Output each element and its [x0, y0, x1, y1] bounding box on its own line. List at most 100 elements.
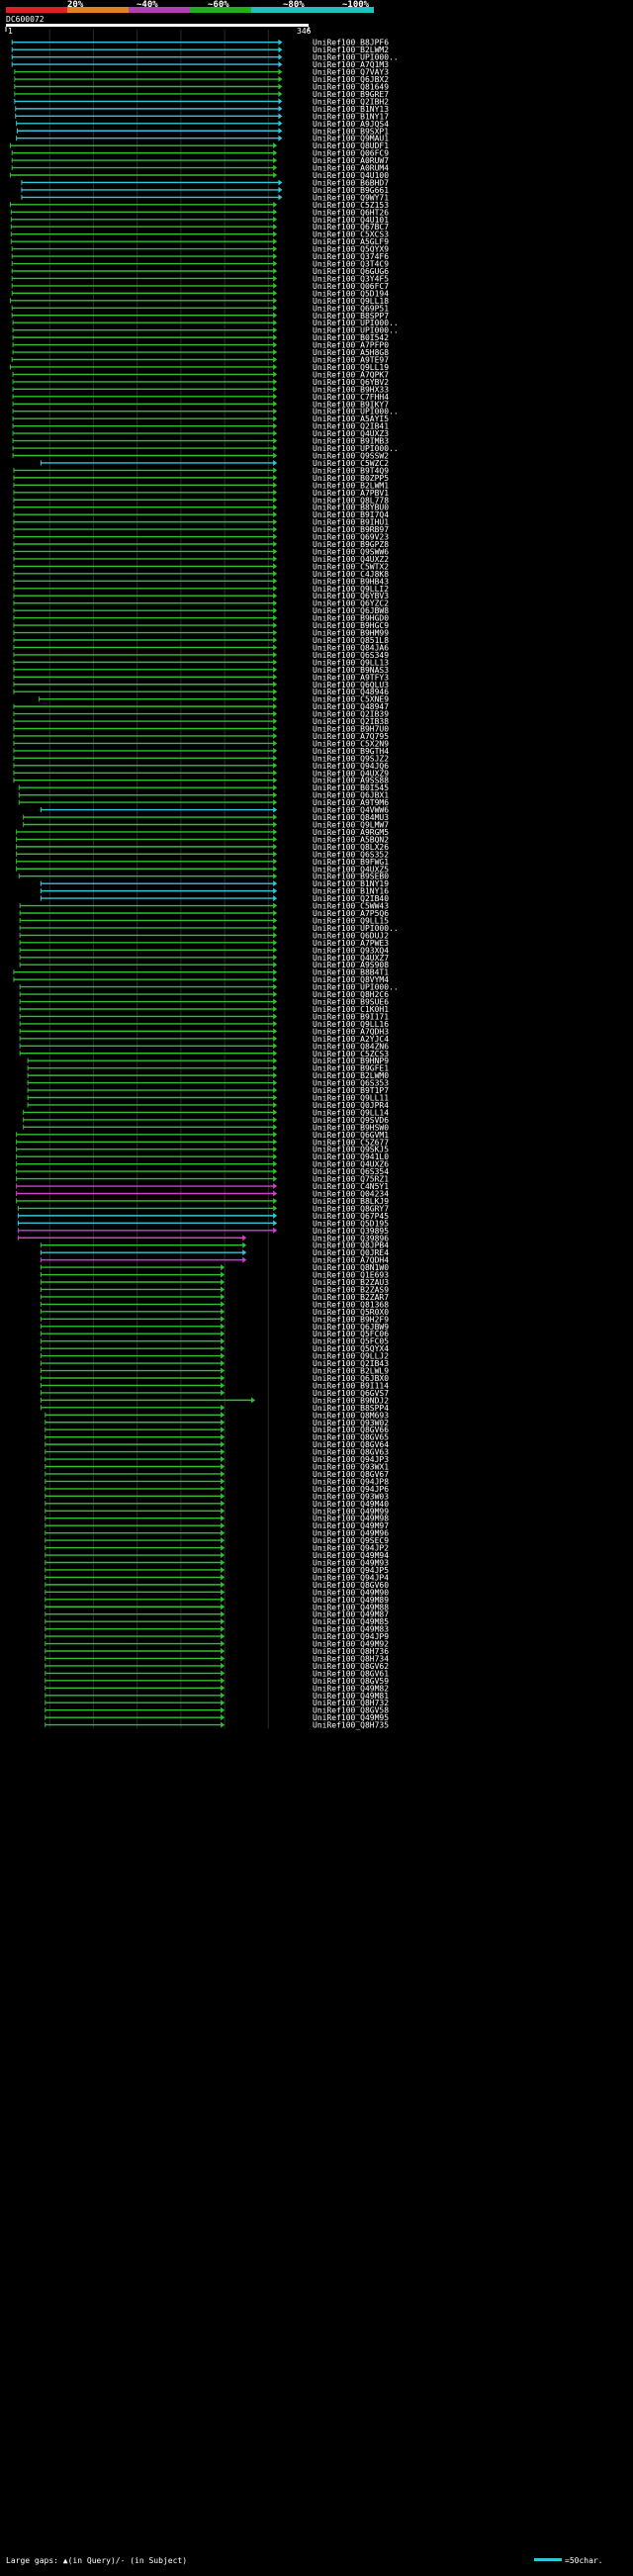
hit-row[interactable]: UniRef100_Q4UXZ2 — [13, 555, 389, 564]
hit-accession[interactable]: UniRef100_Q49M96 — [313, 1529, 389, 1538]
hit-row[interactable]: UniRef100_A9T9M6 — [18, 798, 389, 807]
hit-accession[interactable]: UniRef100_B1NY13 — [313, 105, 389, 114]
hit-accession[interactable]: UniRef100_Q6YZC2 — [313, 599, 389, 608]
hit-row[interactable]: UniRef100_C1K0H1 — [19, 1005, 389, 1014]
hit-accession[interactable]: UniRef100_Q6JBX0 — [313, 1374, 389, 1383]
hit-accession[interactable]: UniRef100_UPI000.. — [313, 983, 399, 992]
hit-accession[interactable]: UniRef100_Q2IB39 — [313, 710, 389, 719]
hit-accession[interactable]: UniRef100_Q9LL11 — [313, 1094, 389, 1103]
hit-row[interactable]: UniRef100_B9HGD0 — [13, 614, 389, 623]
hit-accession[interactable]: UniRef100_C4J8K8 — [313, 570, 389, 579]
hit-row[interactable]: UniRef100_B9SEB0 — [18, 873, 389, 881]
hit-row[interactable]: UniRef100_B2ZAR7 — [40, 1293, 389, 1302]
hit-accession[interactable]: UniRef100_B2LWM2 — [313, 46, 389, 54]
hit-row[interactable]: UniRef100_A5AYI5 — [12, 414, 389, 423]
hit-accession[interactable]: UniRef100_Q8GV61 — [313, 1669, 389, 1678]
hit-accession[interactable]: UniRef100_B9I7Q4 — [313, 510, 389, 519]
hit-row[interactable]: UniRef100_Q48946 — [13, 688, 389, 696]
hit-row[interactable]: UniRef100_A9RGM5 — [16, 828, 390, 837]
hit-accession[interactable]: UniRef100_UPI000.. — [313, 319, 399, 327]
hit-accession[interactable]: UniRef100_Q94JP8 — [313, 1477, 389, 1486]
hit-row[interactable]: UniRef100_Q49M98 — [45, 1515, 389, 1523]
hit-row[interactable]: UniRef100_Q9SEC9 — [45, 1536, 389, 1545]
hit-row[interactable]: UniRef100_C5WTX2 — [13, 562, 389, 571]
hit-row[interactable]: UniRef100_Q04234 — [16, 1189, 390, 1198]
hit-accession[interactable]: UniRef100_B9SXP1 — [313, 127, 389, 136]
hit-accession[interactable]: UniRef100_UPI000.. — [313, 53, 399, 62]
hit-accession[interactable]: UniRef100_B8YBU0 — [313, 504, 389, 512]
hit-row[interactable]: UniRef100_UPI000.. — [19, 983, 399, 992]
hit-accession[interactable]: UniRef100_A9JQS4 — [313, 120, 389, 129]
hit-accession[interactable]: UniRef100_Q06FC7 — [313, 282, 389, 291]
hit-row[interactable]: UniRef100_Q49M96 — [45, 1529, 389, 1538]
hit-accession[interactable]: UniRef100_C5ZCS3 — [313, 1050, 389, 1058]
hit-row[interactable]: UniRef100_Q9SWW6 — [13, 547, 389, 556]
hit-row[interactable]: UniRef100_Q93W02 — [45, 1419, 389, 1427]
hit-row[interactable]: UniRef100_B2ZAS9 — [40, 1285, 389, 1294]
hit-row[interactable]: UniRef100_Q8H734 — [45, 1654, 389, 1663]
hit-accession[interactable]: UniRef100_Q8GV67 — [313, 1470, 389, 1479]
hit-row[interactable]: UniRef100_A5H8G8 — [12, 348, 389, 357]
hit-accession[interactable]: UniRef100_B9RB97 — [313, 525, 389, 534]
hit-accession[interactable]: UniRef100_A5BQN2 — [313, 835, 389, 844]
hit-row[interactable]: UniRef100_Q6DUJ2 — [19, 931, 389, 940]
hit-row[interactable]: UniRef100_B8LKJ9 — [16, 1197, 390, 1206]
hit-row[interactable]: UniRef100_Q4UXZ7 — [19, 954, 389, 963]
hit-accession[interactable]: UniRef100_Q8H736 — [313, 1647, 389, 1656]
hit-accession[interactable]: UniRef100_Q8GV59 — [313, 1677, 389, 1686]
hit-accession[interactable]: UniRef100_Q2IBH2 — [313, 97, 389, 106]
hit-row[interactable]: UniRef100_Q94JP2 — [45, 1544, 389, 1553]
hit-accession[interactable]: UniRef100_B9I171 — [313, 1012, 389, 1021]
hit-accession[interactable]: UniRef100_B9IKY7 — [313, 400, 389, 409]
hit-accession[interactable]: UniRef100_Q81649 — [313, 82, 389, 91]
hit-row[interactable]: UniRef100_Q49M90 — [45, 1588, 389, 1597]
hit-accession[interactable]: UniRef100_B9GRE7 — [313, 90, 389, 99]
hit-row[interactable]: UniRef100_A2YJC4 — [19, 1035, 389, 1044]
hit-accession[interactable]: UniRef100_Q9SJZ2 — [313, 754, 389, 763]
hit-accession[interactable]: UniRef100_Q6S352 — [313, 850, 389, 859]
hit-row[interactable]: UniRef100_B1NY16 — [40, 887, 389, 896]
hit-row[interactable]: UniRef100_Q6S353 — [27, 1079, 389, 1088]
hit-row[interactable]: UniRef100_Q69P51 — [11, 304, 389, 313]
hit-row[interactable]: UniRef100_C5WW43 — [19, 902, 389, 911]
hit-row[interactable]: UniRef100_Q67P45 — [17, 1212, 389, 1221]
hit-accession[interactable]: UniRef100_Q8H732 — [313, 1699, 389, 1707]
hit-accession[interactable]: UniRef100_Q49M94 — [313, 1551, 389, 1560]
hit-row[interactable]: UniRef100_C5XNE9 — [39, 695, 390, 704]
hit-row[interactable]: UniRef100_Q5D195 — [17, 1219, 389, 1228]
hit-accession[interactable]: UniRef100_Q9MAU1 — [313, 135, 389, 143]
hit-accession[interactable]: UniRef100_Q5FC06 — [313, 1330, 389, 1338]
hit-row[interactable]: UniRef100_B9GFE1 — [27, 1064, 389, 1073]
hit-accession[interactable]: UniRef100_A7QDH3 — [313, 1027, 389, 1036]
hit-accession[interactable]: UniRef100_B9HGD0 — [313, 614, 389, 623]
hit-accession[interactable]: UniRef100_Q941L0 — [313, 1152, 389, 1161]
hit-row[interactable]: UniRef100_B2LWM0 — [27, 1071, 389, 1080]
hit-accession[interactable]: UniRef100_Q9LL14 — [313, 1108, 389, 1117]
hit-row[interactable]: UniRef100_Q8GV59 — [45, 1677, 389, 1686]
hit-row[interactable]: UniRef100_Q2IB40 — [40, 894, 389, 903]
hit-accession[interactable]: UniRef100_A9T9M6 — [313, 798, 389, 807]
hit-row[interactable]: UniRef100_Q3T4C9 — [11, 260, 389, 269]
hit-row[interactable]: UniRef100_Q6GUG6 — [11, 267, 389, 276]
hit-row[interactable]: UniRef100_Q49M40 — [45, 1500, 389, 1509]
hit-row[interactable]: UniRef100_Q6JBX2 — [14, 75, 389, 84]
hit-row[interactable]: UniRef100_Q5FC05 — [40, 1337, 389, 1346]
hit-accession[interactable]: UniRef100_Q49M85 — [313, 1617, 389, 1626]
hit-row[interactable]: UniRef100_B0I545 — [18, 783, 389, 792]
hit-accession[interactable]: UniRef100_Q5D194 — [313, 289, 389, 298]
hit-accession[interactable]: UniRef100_Q6YBV2 — [313, 378, 389, 387]
hit-accession[interactable]: UniRef100_Q4UXZ5 — [313, 865, 389, 874]
hit-row[interactable]: UniRef100_Q6JBW8 — [13, 606, 389, 615]
hit-accession[interactable]: UniRef100_C5XNE9 — [313, 695, 389, 704]
hit-row[interactable]: UniRef100_Q8H736 — [45, 1647, 389, 1656]
hit-accession[interactable]: UniRef100_Q49M87 — [313, 1610, 389, 1619]
hit-row[interactable]: UniRef100_A9JQS4 — [16, 120, 390, 129]
hit-row[interactable]: UniRef100_A7QDH3 — [19, 1027, 389, 1036]
hit-accession[interactable]: UniRef100_Q0JRE4 — [313, 1248, 389, 1257]
hit-row[interactable]: UniRef100_Q81368 — [40, 1300, 389, 1309]
hit-row[interactable]: UniRef100_Q49M95 — [45, 1713, 389, 1722]
hit-row[interactable]: UniRef100_UPI000.. — [11, 53, 399, 62]
hit-accession[interactable]: UniRef100_Q3T4C9 — [313, 260, 389, 269]
hit-accession[interactable]: UniRef100_Q9LL15 — [313, 916, 389, 925]
hit-row[interactable]: UniRef100_B9I171 — [19, 1012, 389, 1021]
